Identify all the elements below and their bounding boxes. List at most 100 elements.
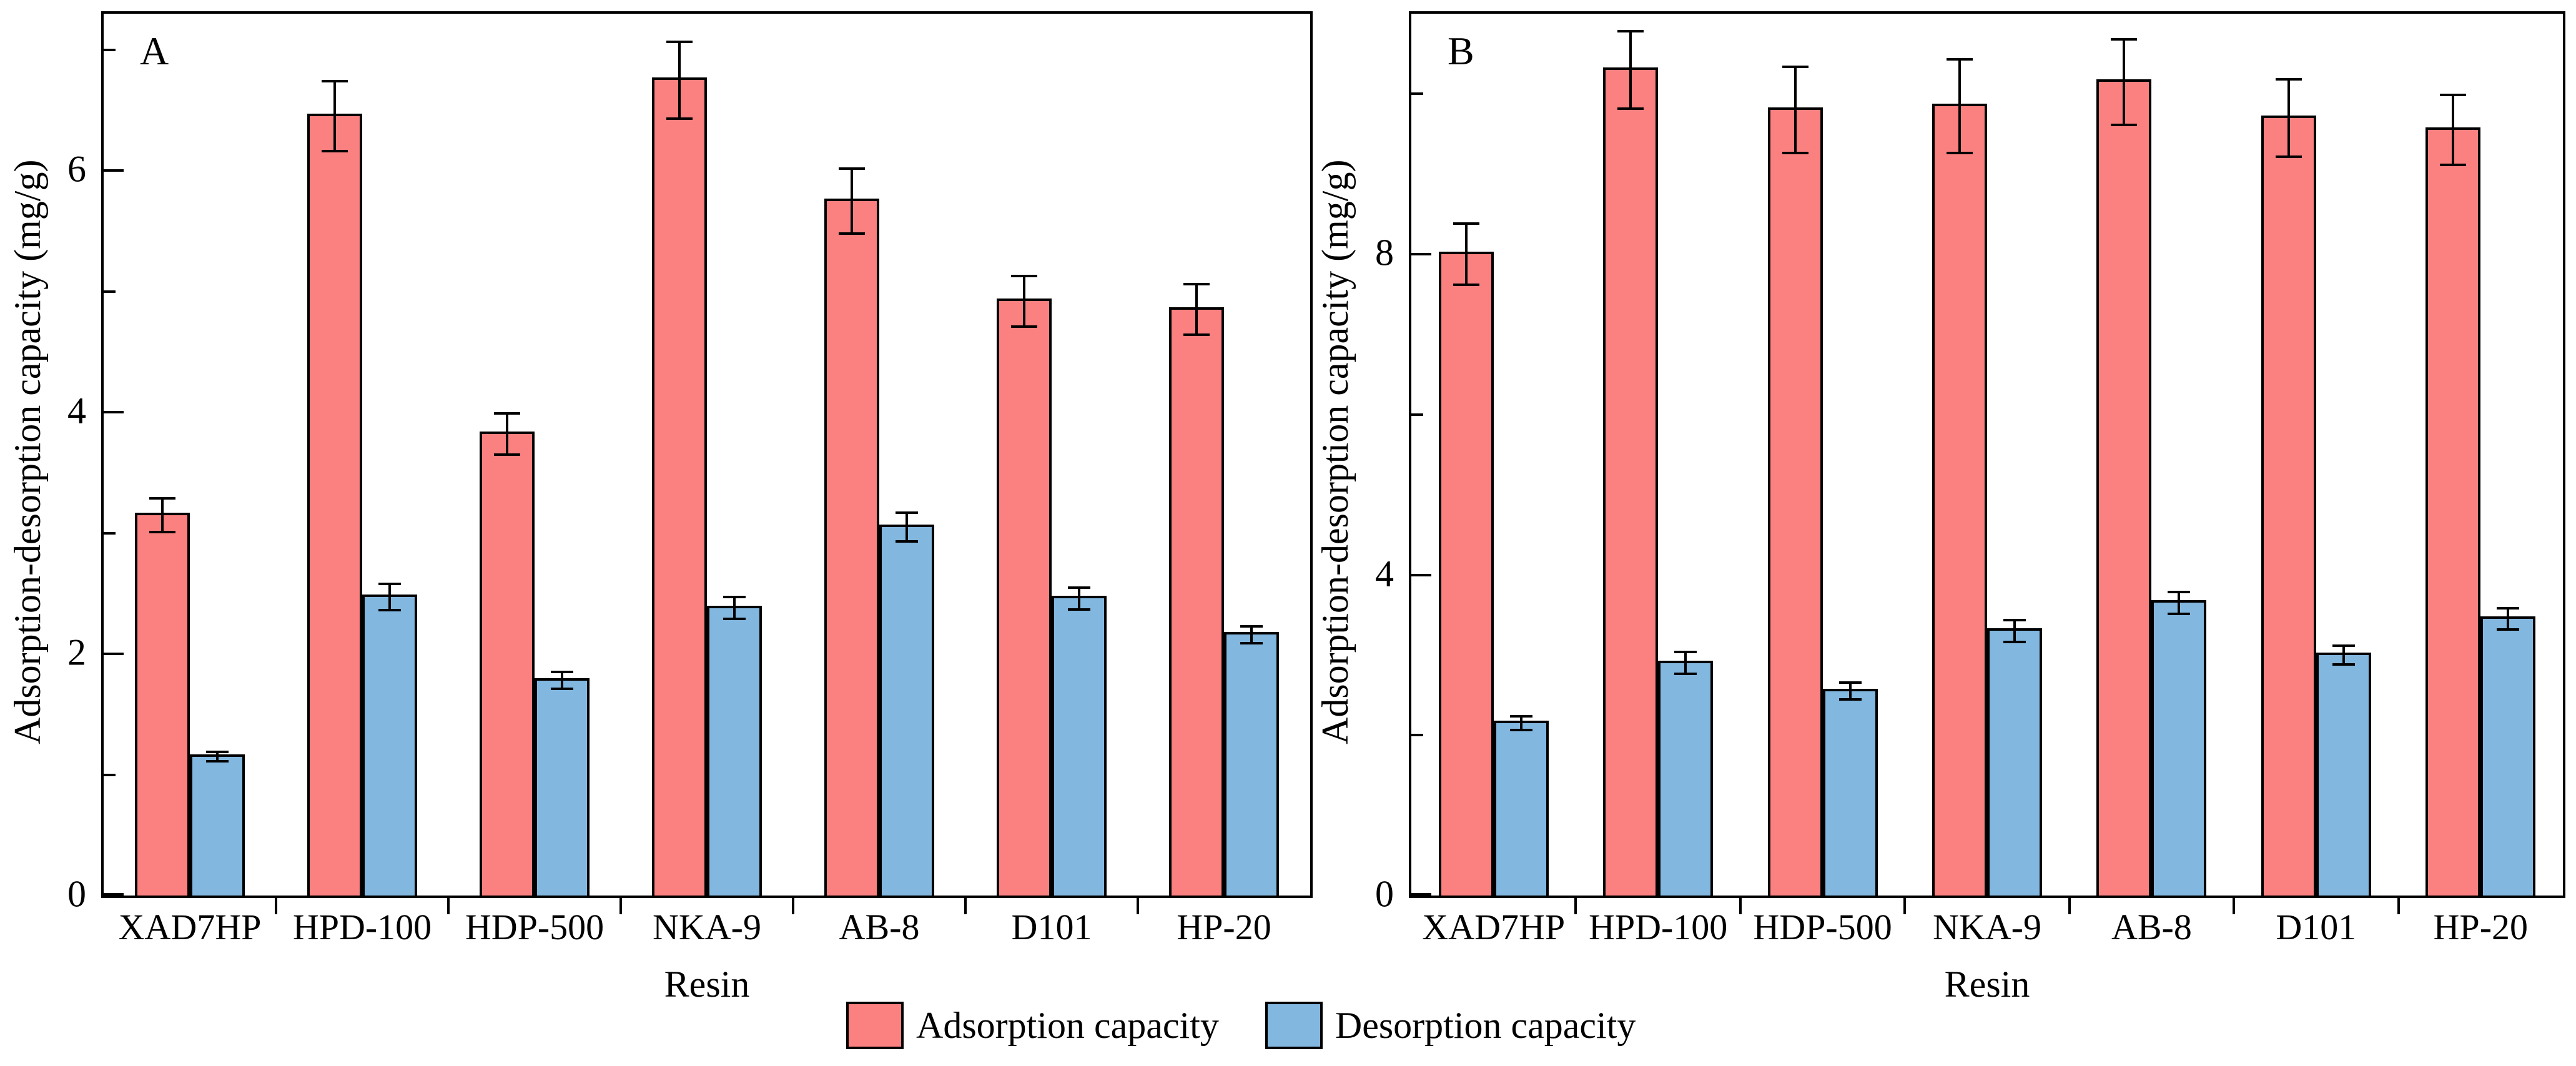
error-bar-cap-top <box>494 412 520 415</box>
y-axis-major-tick <box>104 653 124 656</box>
bar-adsorption-hdp-500 <box>1767 107 1823 896</box>
error-bar-line <box>2123 37 2126 126</box>
error-bar-cap-bottom <box>1240 641 1263 644</box>
panel-a-y-axis-title: Adsorption-desorption capacity (mg/g) <box>7 159 48 745</box>
legend: Adsorption capacity Desorption capacity <box>846 1002 1636 1049</box>
bar-adsorption-nka-9 <box>652 77 707 896</box>
bar-adsorption-xad7hp <box>1438 252 1494 896</box>
panel-b-letter: B <box>1448 29 1474 73</box>
error-bar-desorption-hdp-500 <box>551 671 573 691</box>
panel-a-plot-area: A Resin 0 2 4 6 XAD7HP HPD-100 HDP-500 NKA-9 AB-… <box>67 11 1313 1003</box>
error-bar-desorption-hdp-500 <box>1838 681 1862 701</box>
category-label-xad7hp: XAD7HP <box>118 907 262 947</box>
error-bar-adsorption-xad7hp <box>149 496 175 533</box>
error-bar-adsorption-nka-9 <box>1947 57 1973 154</box>
error-bar-adsorption-xad7hp <box>1453 222 1479 287</box>
y-axis-major-tick <box>1411 893 1431 896</box>
x-axis-tick <box>275 898 277 914</box>
error-bar-cap-bottom <box>896 540 918 543</box>
bar-desorption-hp-20 <box>1224 632 1279 896</box>
desorption-swatch-icon <box>1265 1002 1323 1049</box>
error-bar-cap-bottom <box>1068 608 1090 611</box>
error-bar-adsorption-hdp-500 <box>1782 66 1809 154</box>
error-bar-desorption-nka-9 <box>723 596 746 620</box>
error-bar-cap-top <box>149 496 175 500</box>
x-axis-tick <box>1739 898 1742 914</box>
error-bar-cap-top <box>1674 651 1697 654</box>
panel-a-letter: A <box>140 29 169 73</box>
category-label-hp-20: HP-20 <box>2433 907 2529 947</box>
error-bar-line <box>2507 606 2510 631</box>
error-bar-desorption-hpd-100 <box>378 583 401 612</box>
error-bar-line <box>388 583 391 612</box>
panel-b-plot-area: B Resin 0 4 8 XAD7HP HPD-100 HDP-500 NKA-9 AB-8… <box>1375 11 2565 1003</box>
bar-desorption-hp-20 <box>2480 616 2536 896</box>
adsorption-swatch-icon <box>846 1002 904 1049</box>
error-bar-cap-top <box>1509 715 1532 718</box>
category-label-hdp-500: HDP-500 <box>1753 907 1892 947</box>
error-bar-cap-bottom <box>2003 640 2026 643</box>
error-bar-line <box>1250 624 1253 644</box>
error-bar-desorption-xad7hp <box>206 750 229 763</box>
error-bar-line <box>1023 274 1025 328</box>
error-bar-line <box>1464 222 1468 287</box>
error-bar-cap-bottom <box>2275 155 2302 159</box>
error-bar-line <box>2342 644 2345 666</box>
error-bar-cap-bottom <box>1782 151 1809 154</box>
category-label-ab-8: AB-8 <box>2111 907 2192 947</box>
error-bar-line <box>2287 77 2290 159</box>
error-bar-line <box>506 412 508 456</box>
error-bar-line <box>2178 591 2181 615</box>
error-bar-cap-top <box>1947 57 1973 61</box>
error-bar-line <box>2013 619 2016 643</box>
category-label-d101: D101 <box>2276 907 2357 947</box>
error-bar-line <box>1519 715 1522 731</box>
x-axis-tick <box>2233 898 2236 914</box>
bar-desorption-hpd-100 <box>362 595 417 896</box>
panel-b-y-axis-title: Adsorption-desorption capacity (mg/g) <box>1315 159 1356 745</box>
error-bar-desorption-d101 <box>1068 586 1090 611</box>
y-axis-major-tick <box>104 169 124 172</box>
error-bar-line <box>1195 283 1198 337</box>
error-bar-cap-bottom <box>666 117 693 121</box>
legend-item-desorption: Desorption capacity <box>1265 1002 1636 1049</box>
error-bar-cap-bottom <box>551 688 573 691</box>
error-bar-line <box>1794 66 1797 154</box>
error-bar-desorption-ab-8 <box>2168 591 2191 615</box>
y-axis-minor-tick <box>1411 734 1423 737</box>
y-axis-minor-tick <box>104 49 116 52</box>
error-bar-adsorption-ab-8 <box>839 167 865 235</box>
x-axis-tick <box>2397 898 2400 914</box>
bar-adsorption-ab-8 <box>2096 79 2152 896</box>
x-axis-tick <box>1903 898 1907 914</box>
bar-adsorption-d101 <box>997 299 1052 896</box>
bar-desorption-ab-8 <box>2151 600 2207 896</box>
error-bar-desorption-hpd-100 <box>1674 651 1697 675</box>
error-bar-cap-bottom <box>494 453 520 456</box>
bar-desorption-ab-8 <box>879 525 934 896</box>
error-bar-adsorption-hp-20 <box>2440 94 2467 166</box>
y-axis-minor-tick <box>104 773 116 776</box>
error-bar-line <box>1958 57 1961 154</box>
category-label-hpd-100: HPD-100 <box>292 907 432 947</box>
category-label-d101: D101 <box>1011 907 1092 947</box>
error-bar-cap-top <box>1782 66 1809 69</box>
error-bar-line <box>906 511 908 543</box>
error-bar-cap-top <box>2003 619 2026 622</box>
error-bar-cap-top <box>2111 37 2138 41</box>
x-axis-tick <box>619 898 622 914</box>
bar-desorption-d101 <box>1052 596 1107 896</box>
error-bar-cap-top <box>2497 606 2520 609</box>
y-axis-major-tick <box>1411 253 1431 256</box>
bar-desorption-xad7hp <box>1493 721 1549 896</box>
y-axis-minor-tick <box>1411 413 1423 416</box>
x-axis-tick <box>447 898 450 914</box>
bar-adsorption-hp-20 <box>2425 127 2481 896</box>
y-axis-tick-label: 0 <box>1375 873 1394 915</box>
error-bar-cap-top <box>896 511 918 514</box>
x-axis-tick <box>2068 898 2071 914</box>
error-bar-line <box>1848 681 1852 701</box>
error-bar-cap-bottom <box>1617 107 1644 111</box>
error-bar-line <box>1078 586 1080 611</box>
y-axis-major-tick <box>1411 573 1431 576</box>
